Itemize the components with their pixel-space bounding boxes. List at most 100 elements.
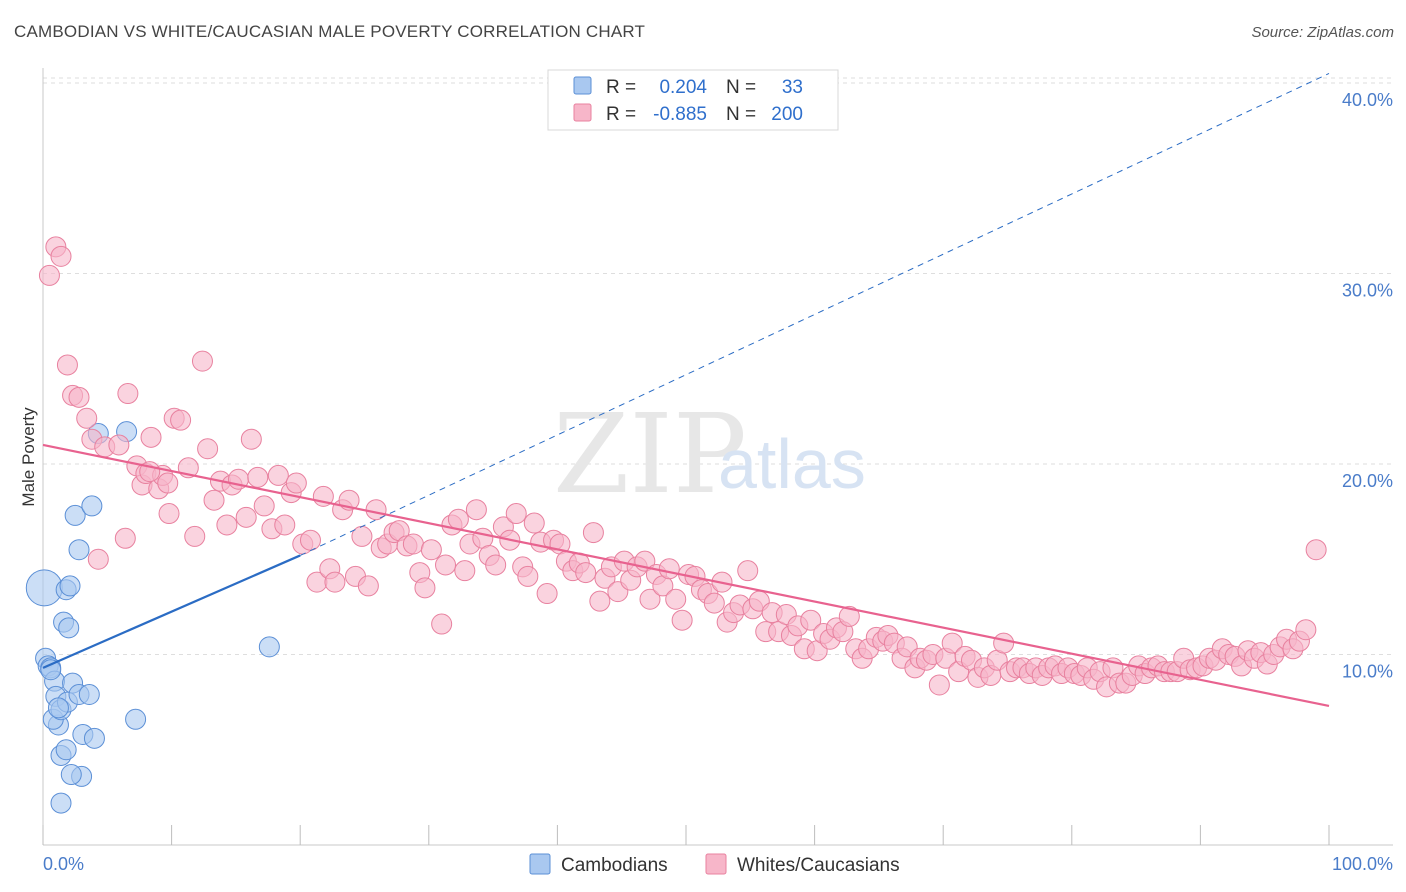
point-1-6 xyxy=(76,407,98,429)
point-1-19 xyxy=(158,503,180,525)
point-0-24 xyxy=(81,495,103,517)
point-1-32 xyxy=(240,428,262,450)
point-1-39 xyxy=(285,472,307,494)
stats-legend: R = 0.204 N = 33 R = -0.885 N = 200 xyxy=(547,69,839,131)
stats-r-value-1: -0.885 xyxy=(653,104,707,125)
point-1-149 xyxy=(993,632,1015,654)
point-0-28 xyxy=(125,708,147,730)
stats-swatch-whites xyxy=(573,103,592,122)
stats-n-value-1: 200 xyxy=(771,104,803,125)
point-1-125 xyxy=(838,605,860,627)
series-whites-points xyxy=(38,236,1327,698)
x-tick-min: 0.0% xyxy=(43,854,84,874)
point-0-23 xyxy=(78,684,100,706)
point-1-16 xyxy=(140,426,162,448)
point-1-45 xyxy=(324,571,346,593)
point-1-64 xyxy=(447,508,469,530)
legend-label-whites: Whites/Caucasians xyxy=(737,855,900,876)
point-1-28 xyxy=(216,514,238,536)
point-1-98 xyxy=(665,588,687,610)
stats-r-label-1: R = xyxy=(606,104,636,125)
y-tick-label-2: 30.0% xyxy=(1342,281,1393,301)
trend-line-0 xyxy=(42,554,301,669)
stats-n-label-1: N = xyxy=(726,104,756,125)
y-tick-label-3: 40.0% xyxy=(1342,90,1393,110)
point-1-75 xyxy=(517,565,539,587)
stats-swatch-cambodians xyxy=(573,76,592,95)
point-1-67 xyxy=(465,499,487,521)
point-1-70 xyxy=(485,554,507,576)
chart-title: CAMBODIAN VS WHITE/CAUCASIAN MALE POVERT… xyxy=(14,22,646,41)
point-1-99 xyxy=(671,609,693,631)
point-1-57 xyxy=(402,533,424,555)
legend-swatch-whites xyxy=(705,853,727,875)
legend-swatch-cambodians xyxy=(529,853,551,875)
axes xyxy=(42,68,1393,846)
series-cambodians-points xyxy=(25,421,280,814)
point-1-12 xyxy=(117,383,139,405)
point-1-3 xyxy=(56,354,78,376)
point-0-32 xyxy=(47,697,69,719)
point-1-31 xyxy=(235,506,257,528)
y-tick-label-0: 10.0% xyxy=(1342,662,1393,682)
point-1-104 xyxy=(703,592,725,614)
y-tick-label-1: 20.0% xyxy=(1342,471,1393,491)
point-1-60 xyxy=(420,539,442,561)
point-1-25 xyxy=(197,438,219,460)
point-0-29 xyxy=(258,636,280,658)
point-1-196 xyxy=(1295,619,1317,641)
point-1-23 xyxy=(184,525,206,547)
point-1-65 xyxy=(454,560,476,582)
point-1-5 xyxy=(68,386,90,408)
point-1-59 xyxy=(414,577,436,599)
point-1-10 xyxy=(108,434,130,456)
trend-extension-0 xyxy=(299,73,1330,556)
stats-n-label-0: N = xyxy=(726,77,756,98)
stats-r-label-0: R = xyxy=(606,77,636,98)
point-0-14 xyxy=(58,617,80,639)
legend-label-cambodians: Cambodians xyxy=(561,855,668,876)
point-1-141 xyxy=(941,632,963,654)
point-1-34 xyxy=(253,495,275,517)
point-0-31 xyxy=(40,659,62,681)
point-0-11 xyxy=(55,739,77,761)
point-1-85 xyxy=(582,522,604,544)
point-0-19 xyxy=(68,539,90,561)
point-1-33 xyxy=(247,466,269,488)
point-1-21 xyxy=(170,409,192,431)
point-1-37 xyxy=(274,514,296,536)
stats-r-value-0: 0.204 xyxy=(659,77,707,98)
point-1-24 xyxy=(191,350,213,372)
point-1-197 xyxy=(1305,539,1327,561)
point-0-15 xyxy=(59,575,81,597)
source-label: Source: ZipAtlas.com xyxy=(1251,24,1394,41)
point-0-30 xyxy=(50,792,72,814)
point-1-61 xyxy=(431,613,453,635)
point-1-62 xyxy=(435,554,457,576)
point-1-50 xyxy=(357,575,379,597)
point-0-21 xyxy=(60,764,82,786)
y-tick-labels: 10.0% 20.0% 30.0% 40.0% xyxy=(1342,90,1393,682)
watermark-zip: ZIP xyxy=(553,390,747,518)
point-1-199 xyxy=(157,472,179,494)
point-1-8 xyxy=(87,548,109,570)
point-1-97 xyxy=(658,558,680,580)
point-1-109 xyxy=(737,560,759,582)
x-tick-max: 100.0% xyxy=(1332,854,1393,874)
point-1-41 xyxy=(299,529,321,551)
point-1-0 xyxy=(38,264,60,286)
point-1-86 xyxy=(589,590,611,612)
point-1-2 xyxy=(50,245,72,267)
point-1-73 xyxy=(505,503,527,525)
point-1-78 xyxy=(536,583,558,605)
point-1-139 xyxy=(928,674,950,696)
trend-line-1 xyxy=(42,443,1330,708)
point-0-25 xyxy=(83,727,105,749)
stats-n-value-0: 33 xyxy=(782,77,803,98)
gridlines xyxy=(43,77,1393,655)
point-1-36 xyxy=(267,464,289,486)
point-1-119 xyxy=(800,609,822,631)
point-1-84 xyxy=(575,562,597,584)
point-1-76 xyxy=(523,512,545,534)
